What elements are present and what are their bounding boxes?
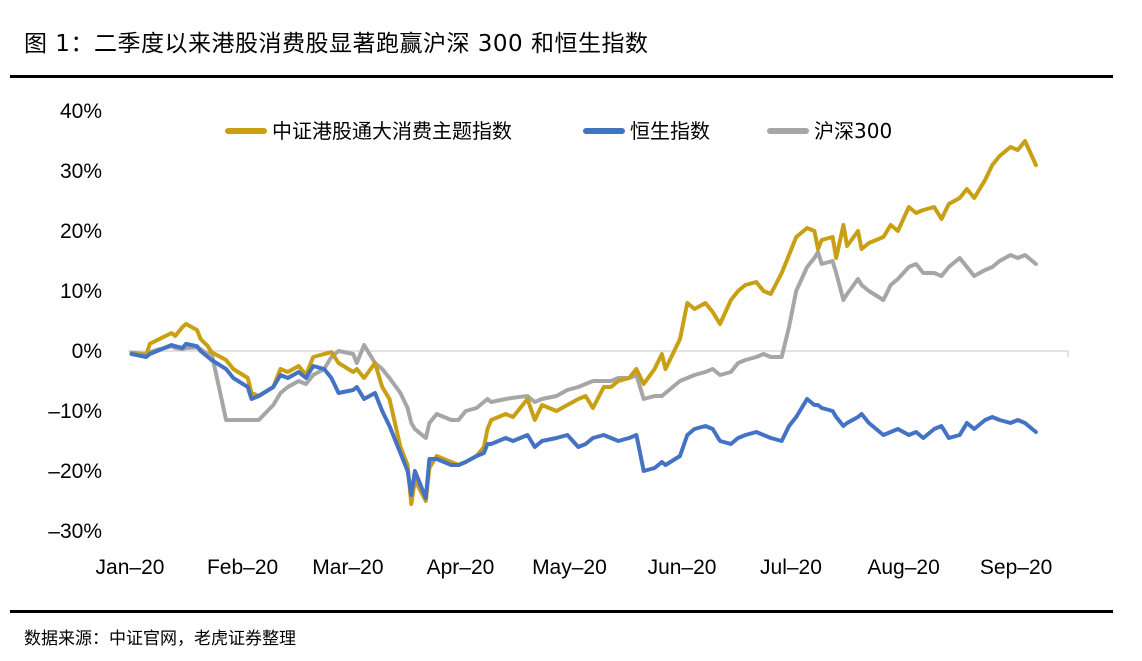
y-tick-label: 10% xyxy=(60,280,102,303)
legend-label: 沪深300 xyxy=(814,119,892,143)
legend: 中证港股通大消费主题指数 恒生指数 沪深300 xyxy=(225,119,892,143)
x-tick-label: Jan–20 xyxy=(96,556,165,579)
bottom-rule xyxy=(10,610,1113,613)
x-tick-label: Aug–20 xyxy=(867,556,939,579)
legend-label: 恒生指数 xyxy=(630,119,710,143)
source-note: 数据来源：中证官网，老虎证券整理 xyxy=(24,629,296,649)
legend-label: 中证港股通大消费主题指数 xyxy=(272,119,512,143)
x-tick-label: Jul–20 xyxy=(760,556,822,579)
y-tick-label: 0% xyxy=(72,340,102,363)
series-line xyxy=(129,139,1038,506)
y-tick-label: –30% xyxy=(48,520,102,543)
x-axis-ticks: Jan–20 Feb–20 Mar–20 Apr–20 May–20 Jun–20 Jul–… xyxy=(96,556,1053,579)
x-tick-label: Feb–20 xyxy=(207,556,278,579)
x-tick-label: Jun–20 xyxy=(648,556,717,579)
y-tick-label: –10% xyxy=(48,400,102,423)
top-rule xyxy=(10,75,1113,78)
x-tick-label: Apr–20 xyxy=(427,556,495,579)
y-tick-label: 20% xyxy=(60,220,102,243)
x-tick-label: May–20 xyxy=(532,556,607,579)
series-lines xyxy=(129,139,1038,506)
figure-title: 图 1：二季度以来港股消费股显著跑赢沪深 300 和恒生指数 xyxy=(24,31,649,57)
y-tick-label: –20% xyxy=(48,460,102,483)
y-tick-label: 40% xyxy=(60,100,102,123)
x-tick-label: Mar–20 xyxy=(312,556,383,579)
y-tick-label: 30% xyxy=(60,160,102,183)
series-line xyxy=(129,341,1038,500)
series-line xyxy=(129,250,1038,440)
y-axis-ticks: 40% 30% 20% 10% 0% –10% –20% –30% xyxy=(48,100,102,543)
x-tick-label: Sep–20 xyxy=(980,556,1052,579)
